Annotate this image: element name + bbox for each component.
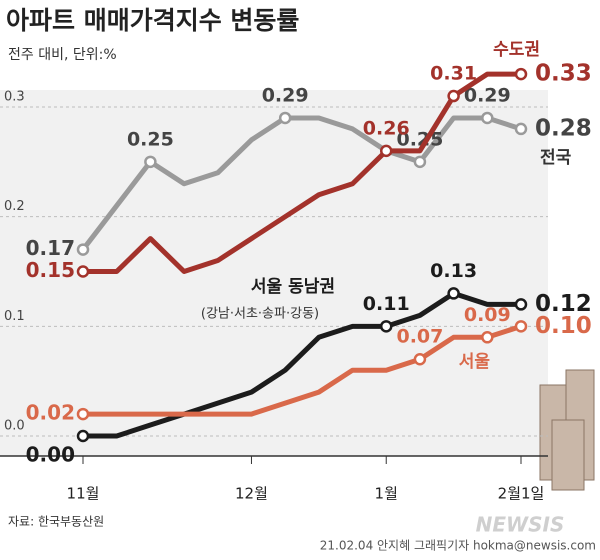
credit: 21.02.04 안지혜 그래픽기자 hokma@newsis.com — [320, 539, 596, 553]
point-marker — [514, 298, 528, 311]
point-marker — [481, 111, 494, 125]
point-marker — [144, 155, 157, 169]
buildings — [539, 369, 595, 491]
data-label: 0.12 — [535, 291, 592, 317]
point-marker — [413, 352, 427, 366]
legend-label: 수도권 — [493, 40, 540, 60]
x-tick-label: 2월1일 — [498, 485, 545, 503]
series-line — [81, 115, 522, 252]
data-label: 0.29 — [464, 84, 511, 106]
building — [551, 419, 585, 491]
y-tick-label: 0.0 — [4, 419, 25, 434]
data-label: 0.31 — [430, 63, 477, 85]
point-marker — [76, 265, 90, 278]
data-label: 0.09 — [464, 304, 511, 326]
point-marker — [514, 122, 528, 136]
data-label: 0.26 — [363, 117, 410, 139]
x-tick-label: 12월 — [235, 485, 268, 503]
data-label: 0.17 — [26, 236, 75, 260]
series-line — [83, 323, 522, 417]
legend-note: (강남·서초·송파·강동) — [201, 307, 319, 322]
data-label: 0.33 — [535, 61, 592, 87]
data-label: 0.00 — [26, 443, 75, 467]
y-tick-label: 0.3 — [4, 90, 25, 105]
point-marker — [379, 320, 393, 333]
legend-label: 서울 — [459, 352, 491, 372]
y-tick-label: 0.1 — [4, 309, 25, 324]
point-marker — [514, 320, 528, 333]
data-label: 0.02 — [26, 401, 75, 425]
point-marker — [481, 331, 494, 344]
x-tick-label: 11월 — [67, 485, 100, 503]
data-label: 0.07 — [396, 326, 443, 348]
point-marker — [447, 89, 460, 103]
series-line — [83, 71, 521, 274]
legend-label: 전국 — [540, 148, 572, 168]
point-marker — [76, 407, 90, 421]
data-label: 0.13 — [430, 260, 477, 282]
chart-title: 아파트 매매가격지수 변동률 — [6, 6, 299, 35]
watermark: NEWSIS — [476, 513, 565, 537]
point-marker — [76, 243, 90, 256]
series-line — [83, 290, 521, 439]
point-marker — [514, 67, 528, 81]
point-marker — [76, 429, 90, 443]
point-marker — [413, 155, 427, 169]
point-marker — [447, 287, 460, 300]
data-label: 0.28 — [535, 115, 592, 141]
point-marker — [278, 111, 292, 125]
y-tick-label: 0.2 — [4, 199, 25, 214]
data-label: 0.11 — [363, 293, 410, 315]
point-marker — [379, 144, 393, 158]
data-label: 0.29 — [262, 84, 309, 106]
data-label: 0.10 — [535, 313, 592, 339]
data-label: 0.25 — [127, 128, 174, 150]
x-tick-label: 1월 — [375, 485, 398, 503]
data-label: 0.15 — [26, 258, 75, 282]
source: 자료: 한국부동산원 — [8, 515, 104, 529]
legend-label: 서울 동남권 — [251, 277, 335, 297]
chart-subtitle: 전주 대비, 단위:% — [8, 47, 117, 63]
